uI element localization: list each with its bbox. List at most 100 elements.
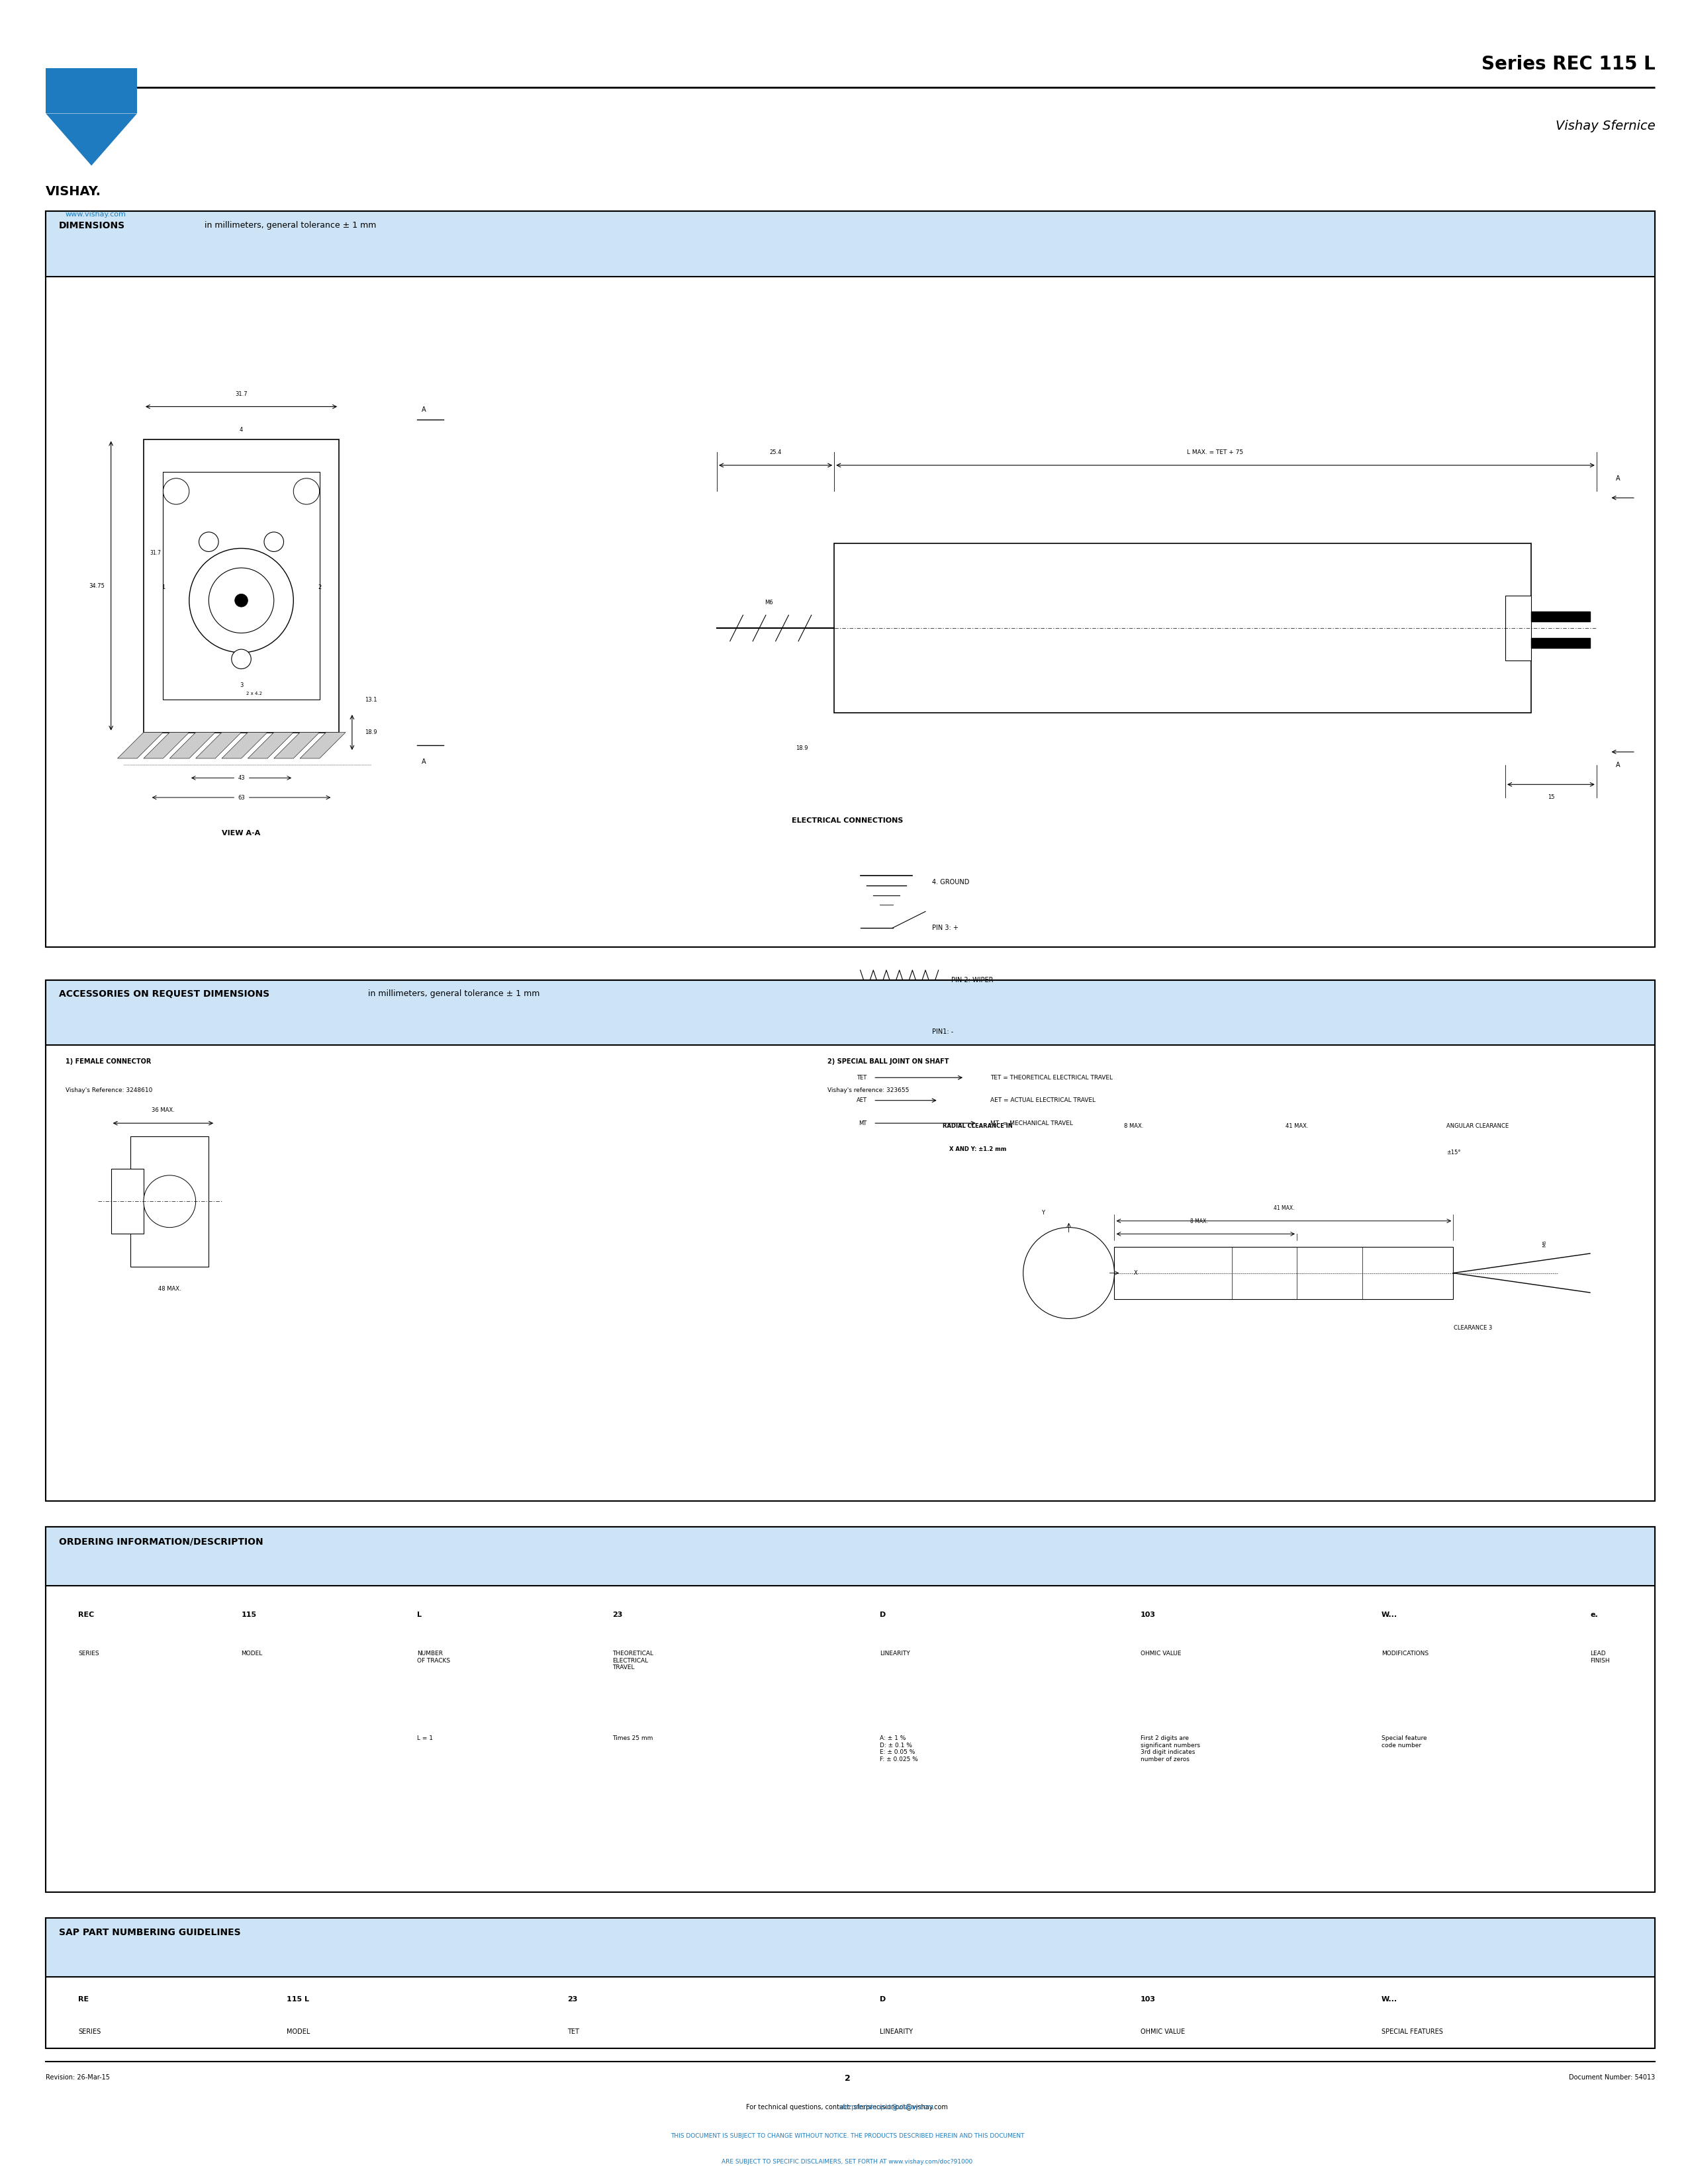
Text: A: A [422,758,425,764]
Bar [1531,638,1590,649]
Bar [46,981,1656,1044]
Text: 2: 2 [317,585,321,590]
Text: A: A [422,406,425,413]
Bar [46,1527,1656,1586]
Bar [46,212,1656,277]
Bar [46,68,137,114]
Text: RADIAL CLEARANCE IN: RADIAL CLEARANCE IN [942,1123,1013,1129]
Text: L MAX. = TET + 75: L MAX. = TET + 75 [1187,450,1244,456]
Text: 48 MAX.: 48 MAX. [159,1286,181,1293]
Circle shape [1023,1227,1114,1319]
Text: AET = ACTUAL ELECTRICAL TRAVEL: AET = ACTUAL ELECTRICAL TRAVEL [991,1096,1096,1103]
Polygon shape [143,732,189,758]
Text: SERIES: SERIES [78,2029,101,2035]
Text: D: D [879,1996,886,2003]
Text: LEAD
FINISH: LEAD FINISH [1590,1651,1610,1664]
Text: X: X [1134,1271,1138,1275]
Bar [164,472,319,699]
Text: LINEARITY: LINEARITY [879,2029,913,2035]
Text: Document Number: 54013: Document Number: 54013 [1568,2075,1656,2081]
Text: THEORETICAL
ELECTRICAL
TRAVEL: THEORETICAL ELECTRICAL TRAVEL [613,1651,653,1671]
Text: L: L [417,1612,422,1618]
Text: Revision: 26-Mar-15: Revision: 26-Mar-15 [46,2075,110,2081]
Text: D: D [879,1612,886,1618]
Text: AET: AET [856,1096,868,1103]
Text: PIN1: -: PIN1: - [932,1029,954,1035]
Text: 103: 103 [1141,1612,1156,1618]
Polygon shape [46,114,137,166]
Text: 2 x 4.2: 2 x 4.2 [246,692,262,695]
Text: 8 MAX.: 8 MAX. [1190,1219,1209,1225]
Text: in millimeters, general tolerance ± 1 mm: in millimeters, general tolerance ± 1 mm [203,221,376,229]
Text: 2: 2 [844,2075,851,2084]
Text: 115: 115 [241,1612,257,1618]
Text: X AND Y: ±1.2 mm: X AND Y: ±1.2 mm [949,1147,1006,1151]
Text: MODIFICATIONS: MODIFICATIONS [1381,1651,1428,1658]
Text: MT  = MECHANICAL TRAVEL: MT = MECHANICAL TRAVEL [991,1120,1074,1127]
Text: 8 MAX.: 8 MAX. [1124,1123,1144,1129]
Polygon shape [118,732,164,758]
Text: A: A [1615,762,1620,769]
Text: M6: M6 [1543,1241,1546,1247]
Circle shape [209,568,273,633]
Text: ACCESSORIES ON REQUEST DIMENSIONS: ACCESSORIES ON REQUEST DIMENSIONS [59,989,270,998]
Text: 1: 1 [162,585,165,590]
Bar [111,1168,143,1234]
Text: 41 MAX.: 41 MAX. [1273,1206,1295,1212]
Circle shape [164,478,189,505]
Bar [1531,612,1590,622]
Text: SPECIAL FEATURES: SPECIAL FEATURES [1381,2029,1443,2035]
Text: MODEL: MODEL [241,1651,263,1658]
Text: Vishay's reference: 323655: Vishay's reference: 323655 [827,1088,910,1094]
Text: LINEARITY: LINEARITY [879,1651,910,1658]
Text: TET: TET [858,1075,868,1081]
Bar [46,1918,1656,2049]
Text: 43: 43 [238,775,245,782]
Circle shape [199,533,218,553]
Text: 2) SPECIAL BALL JOINT ON SHAFT: 2) SPECIAL BALL JOINT ON SHAFT [827,1057,949,1064]
Text: SAP PART NUMBERING GUIDELINES: SAP PART NUMBERING GUIDELINES [59,1928,241,1937]
Text: 1) FEMALE CONNECTOR: 1) FEMALE CONNECTOR [66,1057,150,1064]
Text: 115 L: 115 L [287,1996,309,2003]
Text: Times 25 mm: Times 25 mm [613,1736,653,1741]
Text: DIMENSIONS: DIMENSIONS [59,221,125,229]
Text: 36 MAX.: 36 MAX. [152,1107,174,1114]
Polygon shape [273,732,319,758]
Circle shape [143,1175,196,1227]
Text: TET: TET [567,2029,579,2035]
Bar [143,439,339,732]
Text: 63: 63 [238,795,245,802]
Circle shape [189,548,294,653]
Text: 103: 103 [1141,1996,1156,2003]
Text: MT: MT [859,1120,868,1127]
Text: 15: 15 [1548,795,1555,799]
Text: VISHAY.: VISHAY. [46,186,101,199]
Circle shape [235,594,248,607]
Bar [130,1136,209,1267]
Text: ANGULAR CLEARANCE: ANGULAR CLEARANCE [1447,1123,1509,1129]
Text: Vishay's Reference: 3248610: Vishay's Reference: 3248610 [66,1088,152,1094]
Text: TET = THEORETICAL ELECTRICAL TRAVEL: TET = THEORETICAL ELECTRICAL TRAVEL [991,1075,1112,1081]
Bar [46,212,1656,948]
Bar [46,1918,1656,1977]
Text: 3: 3 [240,681,243,688]
Text: Special feature
code number: Special feature code number [1381,1736,1426,1749]
Text: in millimeters, general tolerance ± 1 mm: in millimeters, general tolerance ± 1 mm [365,989,540,998]
Text: e.: e. [1590,1612,1599,1618]
Text: 23: 23 [567,1996,577,2003]
Text: 4: 4 [240,426,243,432]
Text: www.vishay.com: www.vishay.com [66,212,127,218]
Polygon shape [169,732,216,758]
Text: Y: Y [1041,1210,1045,1216]
Text: ±15°: ±15° [1447,1149,1460,1155]
Bar [1506,596,1531,662]
Text: ELECTRICAL CONNECTIONS: ELECTRICAL CONNECTIONS [792,817,903,823]
Text: OHMIC VALUE: OHMIC VALUE [1141,2029,1185,2035]
Text: M6: M6 [765,598,773,605]
Text: For technical questions, contact: sferprecisionpot@vishay.com: For technical questions, contact: sferpr… [746,2103,949,2110]
Text: Series REC 115 L: Series REC 115 L [1482,55,1656,74]
Text: 41 MAX.: 41 MAX. [1286,1123,1308,1129]
Text: 23: 23 [613,1612,623,1618]
Text: 13.1: 13.1 [365,697,378,703]
Bar [1114,1247,1453,1299]
